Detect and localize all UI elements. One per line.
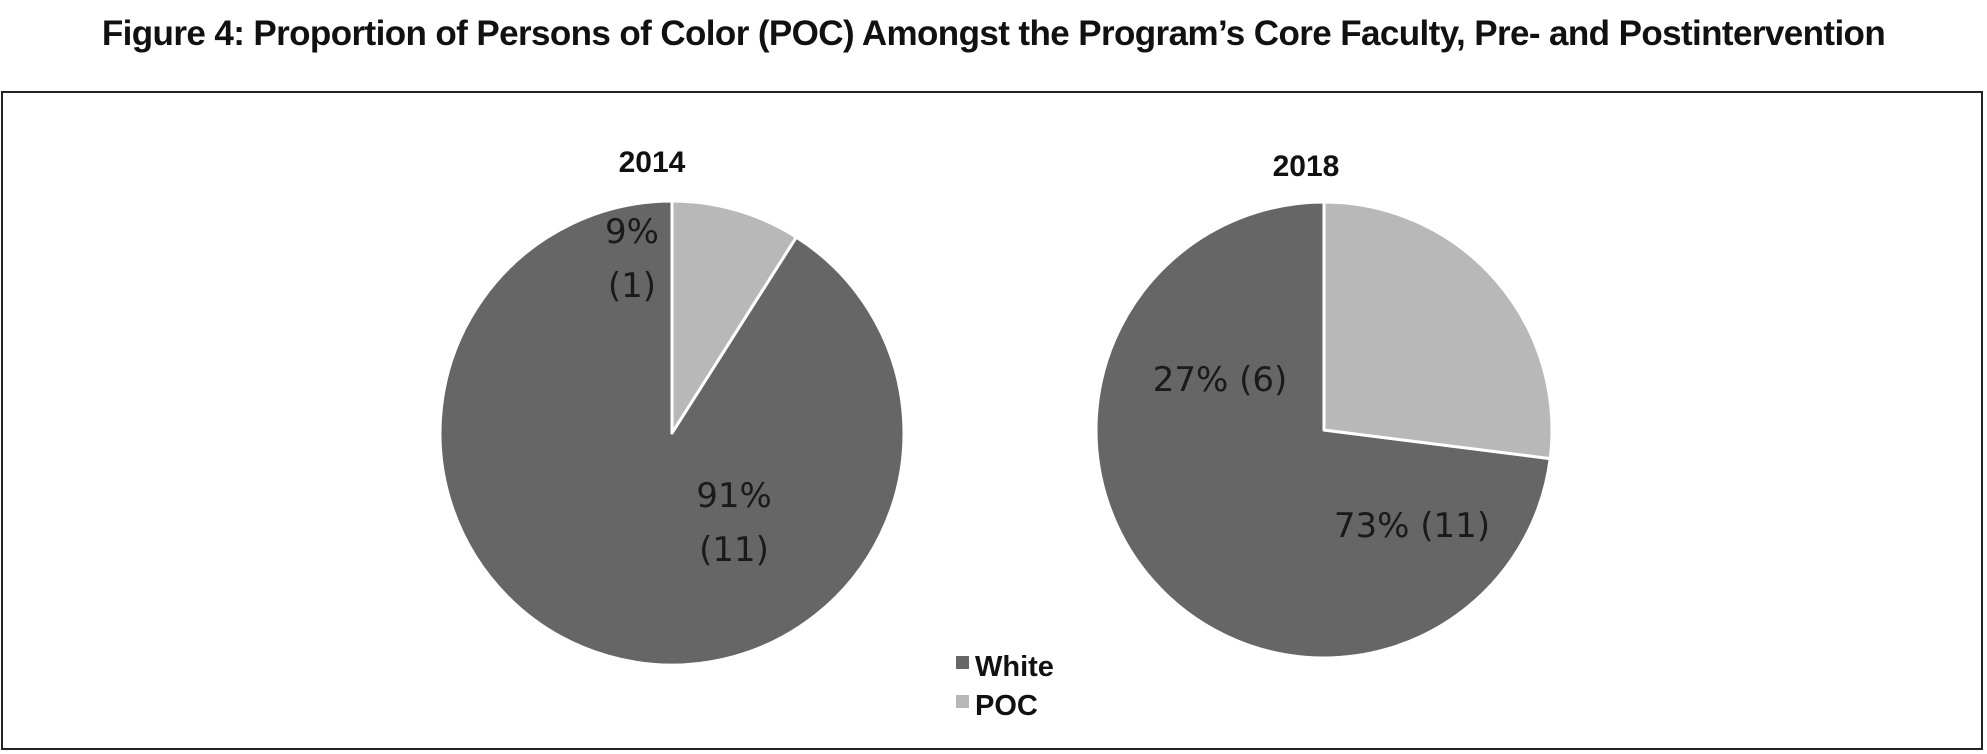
pie-slice-2018-poc	[1322, 200, 1554, 461]
pie-slice-2014-poc	[670, 199, 798, 435]
figure-title: Figure 4: Proportion of Persons of Color…	[101, 14, 1886, 53]
data-label-2014-white: (11)	[699, 530, 769, 570]
legend-label-poc: POC	[975, 690, 1038, 722]
chart-frame	[1, 91, 1983, 750]
pie-title-2014: 2014	[619, 146, 686, 179]
data-label-2014-poc: 9%	[605, 212, 659, 252]
data-label-2018-white: 73% (11)	[1334, 506, 1490, 546]
pie-2018: 73% (11) 27% (6)	[1094, 200, 1554, 660]
pie-title-2018: 2018	[1273, 150, 1340, 183]
data-label-2014-white: 91%	[696, 476, 772, 516]
legend: White POC	[956, 651, 1054, 722]
pie-2014: 91% (11) 9% (1)	[438, 199, 906, 667]
data-label-2018-poc: 27% (6)	[1153, 360, 1288, 400]
data-label-2014-poc: (1)	[608, 266, 656, 306]
legend-label-white: White	[975, 651, 1054, 683]
legend-swatch-white	[956, 656, 969, 669]
legend-swatch-poc	[956, 695, 969, 708]
